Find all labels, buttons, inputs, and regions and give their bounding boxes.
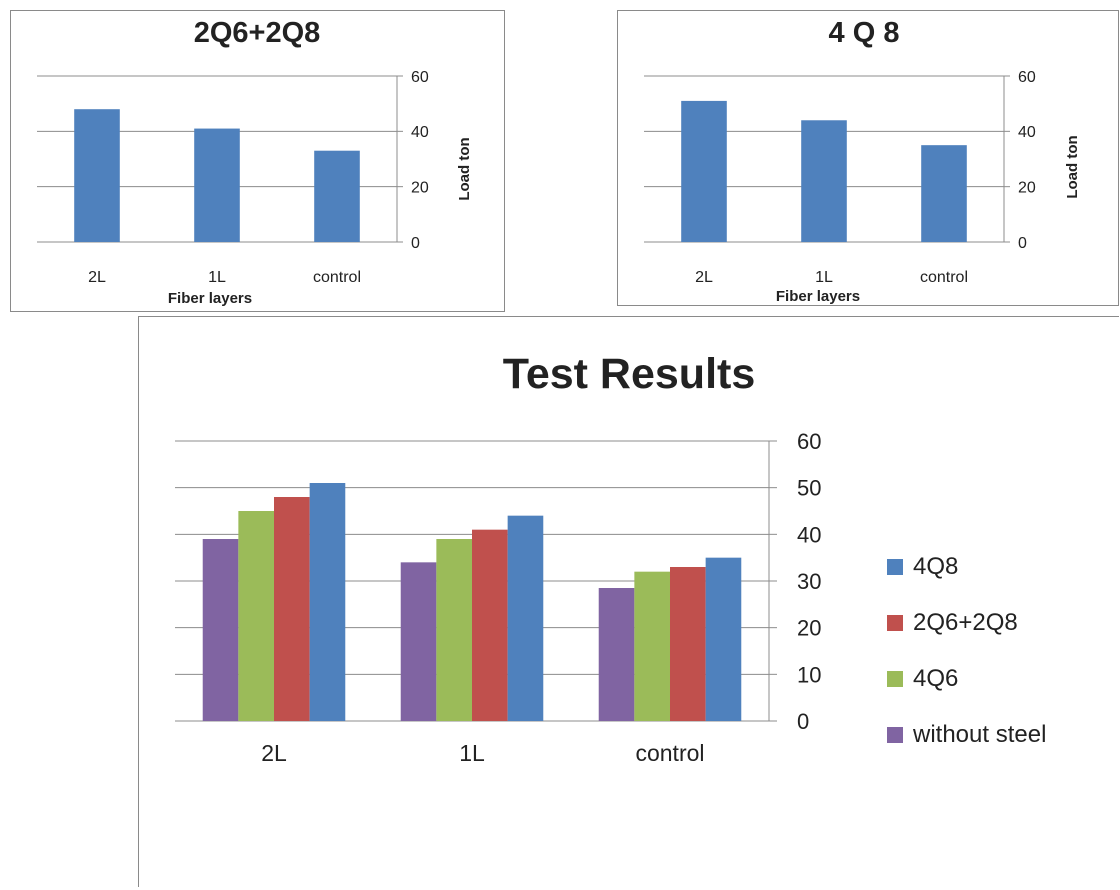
legend-swatch — [887, 615, 903, 631]
chart-title: 2Q6+2Q8 — [194, 17, 321, 49]
legend-label: without steel — [912, 721, 1046, 748]
bar — [400, 562, 437, 721]
bar — [598, 588, 635, 721]
bar — [507, 515, 544, 721]
y-tick-label: 0 — [1018, 235, 1027, 252]
x-tick-label: control — [920, 269, 968, 286]
chart-title: 4 Q 8 — [829, 17, 900, 49]
bar — [274, 497, 310, 721]
bar-chart-2q6-2q8: 2Q6+2Q8 Fiber layers Load ton 0 20 40 60 2L 1… — [37, 17, 473, 307]
x-tick-label: 1L — [459, 740, 485, 766]
chart-panel-4q8: 4 Q 8 Fiber layers Load ton 0 20 40 60 2L 1L c… — [617, 10, 1119, 306]
bar — [472, 529, 508, 721]
bar — [74, 109, 120, 242]
legend-label: 4Q8 — [913, 553, 958, 580]
y-tick-label: 60 — [1018, 69, 1036, 86]
y-tick-label: 60 — [797, 429, 821, 454]
y-tick-label: 40 — [797, 522, 821, 547]
y-tick-label: 0 — [797, 709, 809, 734]
grouped-bar-chart-test-results: Test Results 0 10 20 30 40 50 60 2L 1L control 4Q8… — [175, 350, 1046, 766]
legend-swatch — [887, 727, 903, 743]
chart-panel-test-results: Test Results 0 10 20 30 40 50 60 2L 1L control 4Q8… — [138, 316, 1119, 887]
x-tick-label: 2L — [261, 740, 287, 766]
bar — [309, 483, 346, 721]
x-tick-label: control — [313, 269, 361, 286]
legend-label: 4Q6 — [913, 665, 958, 692]
chart-title: Test Results — [503, 350, 756, 398]
legend-label: 2Q6+2Q8 — [913, 609, 1018, 636]
bar — [194, 128, 240, 242]
legend-swatch — [887, 559, 903, 575]
x-tick-label: control — [635, 740, 704, 766]
y-tick-label: 40 — [1018, 124, 1036, 141]
x-tick-label: 1L — [815, 269, 833, 286]
y-tick-label: 20 — [797, 616, 821, 641]
chart-panel-2q6-2q8: 2Q6+2Q8 Fiber layers Load ton 0 20 40 60 2L 1… — [10, 10, 505, 312]
bar — [801, 120, 847, 242]
y-tick-label: 0 — [411, 235, 420, 252]
x-tick-label: 2L — [88, 269, 106, 286]
y-tick-label: 20 — [411, 179, 429, 196]
x-tick-label: 2L — [695, 269, 713, 286]
y-tick-label: 40 — [411, 124, 429, 141]
bar — [436, 539, 472, 721]
bar — [681, 100, 727, 243]
y-tick-label: 30 — [797, 569, 821, 594]
y-tick-label: 20 — [1018, 179, 1036, 196]
bar — [670, 567, 706, 721]
bar — [238, 511, 274, 721]
bar — [705, 557, 742, 721]
y-axis-label: Load ton — [1064, 135, 1081, 198]
legend-swatch — [887, 671, 903, 687]
x-tick-label: 1L — [208, 269, 226, 286]
y-axis-label: Load ton — [456, 137, 473, 200]
y-tick-label: 60 — [411, 69, 429, 86]
y-tick-label: 50 — [797, 476, 821, 501]
y-tick-label: 10 — [797, 662, 821, 687]
bar-chart-4q8: 4 Q 8 Fiber layers Load ton 0 20 40 60 2L 1L c… — [644, 17, 1081, 305]
x-axis-label: Fiber layers — [168, 290, 252, 307]
bar — [921, 145, 967, 242]
bar — [202, 539, 239, 721]
bar — [634, 571, 670, 721]
x-axis-label: Fiber layers — [776, 288, 860, 305]
bar — [314, 150, 360, 242]
